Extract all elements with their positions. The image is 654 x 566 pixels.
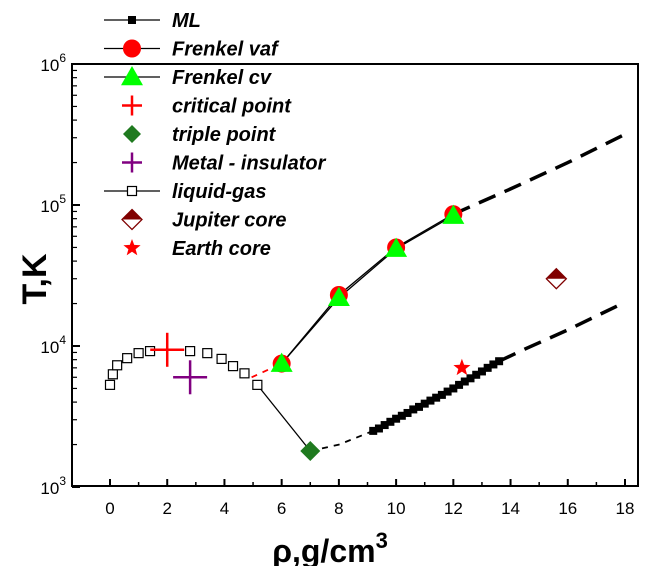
legend-item-jupiter-core: Jupiter core bbox=[122, 210, 286, 232]
legend-item-triple-point: triple point bbox=[123, 124, 277, 146]
liquid-gas-marker bbox=[186, 347, 195, 356]
x-tick-label: 4 bbox=[220, 499, 229, 518]
liquid-gas-marker bbox=[123, 354, 132, 363]
ml-marker bbox=[495, 357, 503, 365]
liquid-gas-marker bbox=[253, 380, 262, 389]
x-tick-label: 14 bbox=[501, 499, 520, 518]
liquid-gas-marker bbox=[106, 380, 115, 389]
legend-item-frenkel-cv: Frenkel cv bbox=[104, 66, 273, 89]
x-tick-label: 12 bbox=[444, 499, 463, 518]
series-line bbox=[310, 431, 373, 451]
legend-item-critical-point: critical point bbox=[122, 96, 292, 118]
legend-label: ML bbox=[172, 10, 201, 32]
legend-marker bbox=[121, 66, 143, 85]
x-tick-label: 18 bbox=[616, 499, 635, 518]
legend-item-liquid-gas: liquid-gas bbox=[104, 181, 266, 203]
x-tick-label: 8 bbox=[334, 499, 343, 518]
y-axis-title: T,K bbox=[16, 253, 54, 304]
x-tick-label: 2 bbox=[162, 499, 171, 518]
y-tick-label: 105 bbox=[40, 192, 66, 216]
legend-marker bbox=[122, 153, 142, 173]
legend-item-ml: ML bbox=[104, 10, 201, 32]
series-line bbox=[282, 214, 454, 363]
liquid-gas-marker bbox=[134, 349, 143, 358]
legend-marker bbox=[123, 40, 141, 58]
legend-label: Earth core bbox=[172, 238, 271, 260]
series-line bbox=[282, 216, 454, 364]
series-line bbox=[257, 385, 310, 451]
triple-point-marker bbox=[300, 441, 320, 461]
legend-marker bbox=[122, 96, 142, 116]
liquid-gas-marker bbox=[113, 361, 122, 370]
earth-core-marker bbox=[453, 359, 470, 375]
critical-point-marker bbox=[150, 333, 184, 367]
x-tick-label: 16 bbox=[558, 499, 577, 518]
legend-marker bbox=[128, 187, 137, 196]
legend-label: Jupiter core bbox=[172, 210, 286, 232]
legend-item-metal-insulator: Metal - insulator bbox=[122, 153, 327, 175]
jupiter-core-marker bbox=[546, 269, 566, 289]
liquid-gas-marker bbox=[108, 370, 117, 379]
legend-label: Metal - insulator bbox=[172, 153, 327, 175]
legend-item-earth-core: Earth core bbox=[123, 238, 271, 260]
metal-insulator-marker bbox=[173, 360, 207, 394]
legend-marker bbox=[123, 239, 140, 255]
x-tick-label: 10 bbox=[387, 499, 406, 518]
x-tick-label: 6 bbox=[277, 499, 286, 518]
legend-label: Frenkel cv bbox=[172, 67, 273, 89]
legend-marker bbox=[122, 210, 142, 230]
liquid-gas-marker bbox=[217, 354, 226, 363]
legend-label: Frenkel vaf bbox=[172, 39, 280, 61]
y-tick-label: 103 bbox=[40, 474, 66, 498]
liquid-gas-marker bbox=[240, 369, 249, 378]
series-lines bbox=[252, 136, 622, 451]
legend-marker bbox=[123, 125, 141, 143]
legend-marker bbox=[128, 16, 136, 24]
liquid-gas-marker bbox=[229, 362, 238, 371]
liquid-gas-marker bbox=[146, 347, 155, 356]
liquid-gas-marker bbox=[203, 349, 212, 358]
legend: ML Frenkel vaf Frenkel cv critical point tri… bbox=[104, 10, 327, 260]
legend-item-frenkel-vaf: Frenkel vaf bbox=[104, 39, 280, 61]
x-axis-title-superscript: 3 bbox=[376, 528, 388, 553]
y-tick-label: 106 bbox=[40, 51, 66, 75]
series-line bbox=[453, 136, 622, 215]
legend-label: critical point bbox=[172, 96, 292, 118]
legend-label: triple point bbox=[172, 124, 277, 146]
axis-ticks: 0 2 4 6 8 10 12 14 16 18 103 104 105 106 bbox=[40, 51, 634, 518]
y-tick-label: 104 bbox=[40, 333, 66, 357]
x-axis-title: ρ,g/cm3 bbox=[272, 528, 388, 566]
x-tick-label: 0 bbox=[105, 499, 114, 518]
legend-label: liquid-gas bbox=[172, 181, 266, 203]
series-line bbox=[499, 304, 622, 362]
